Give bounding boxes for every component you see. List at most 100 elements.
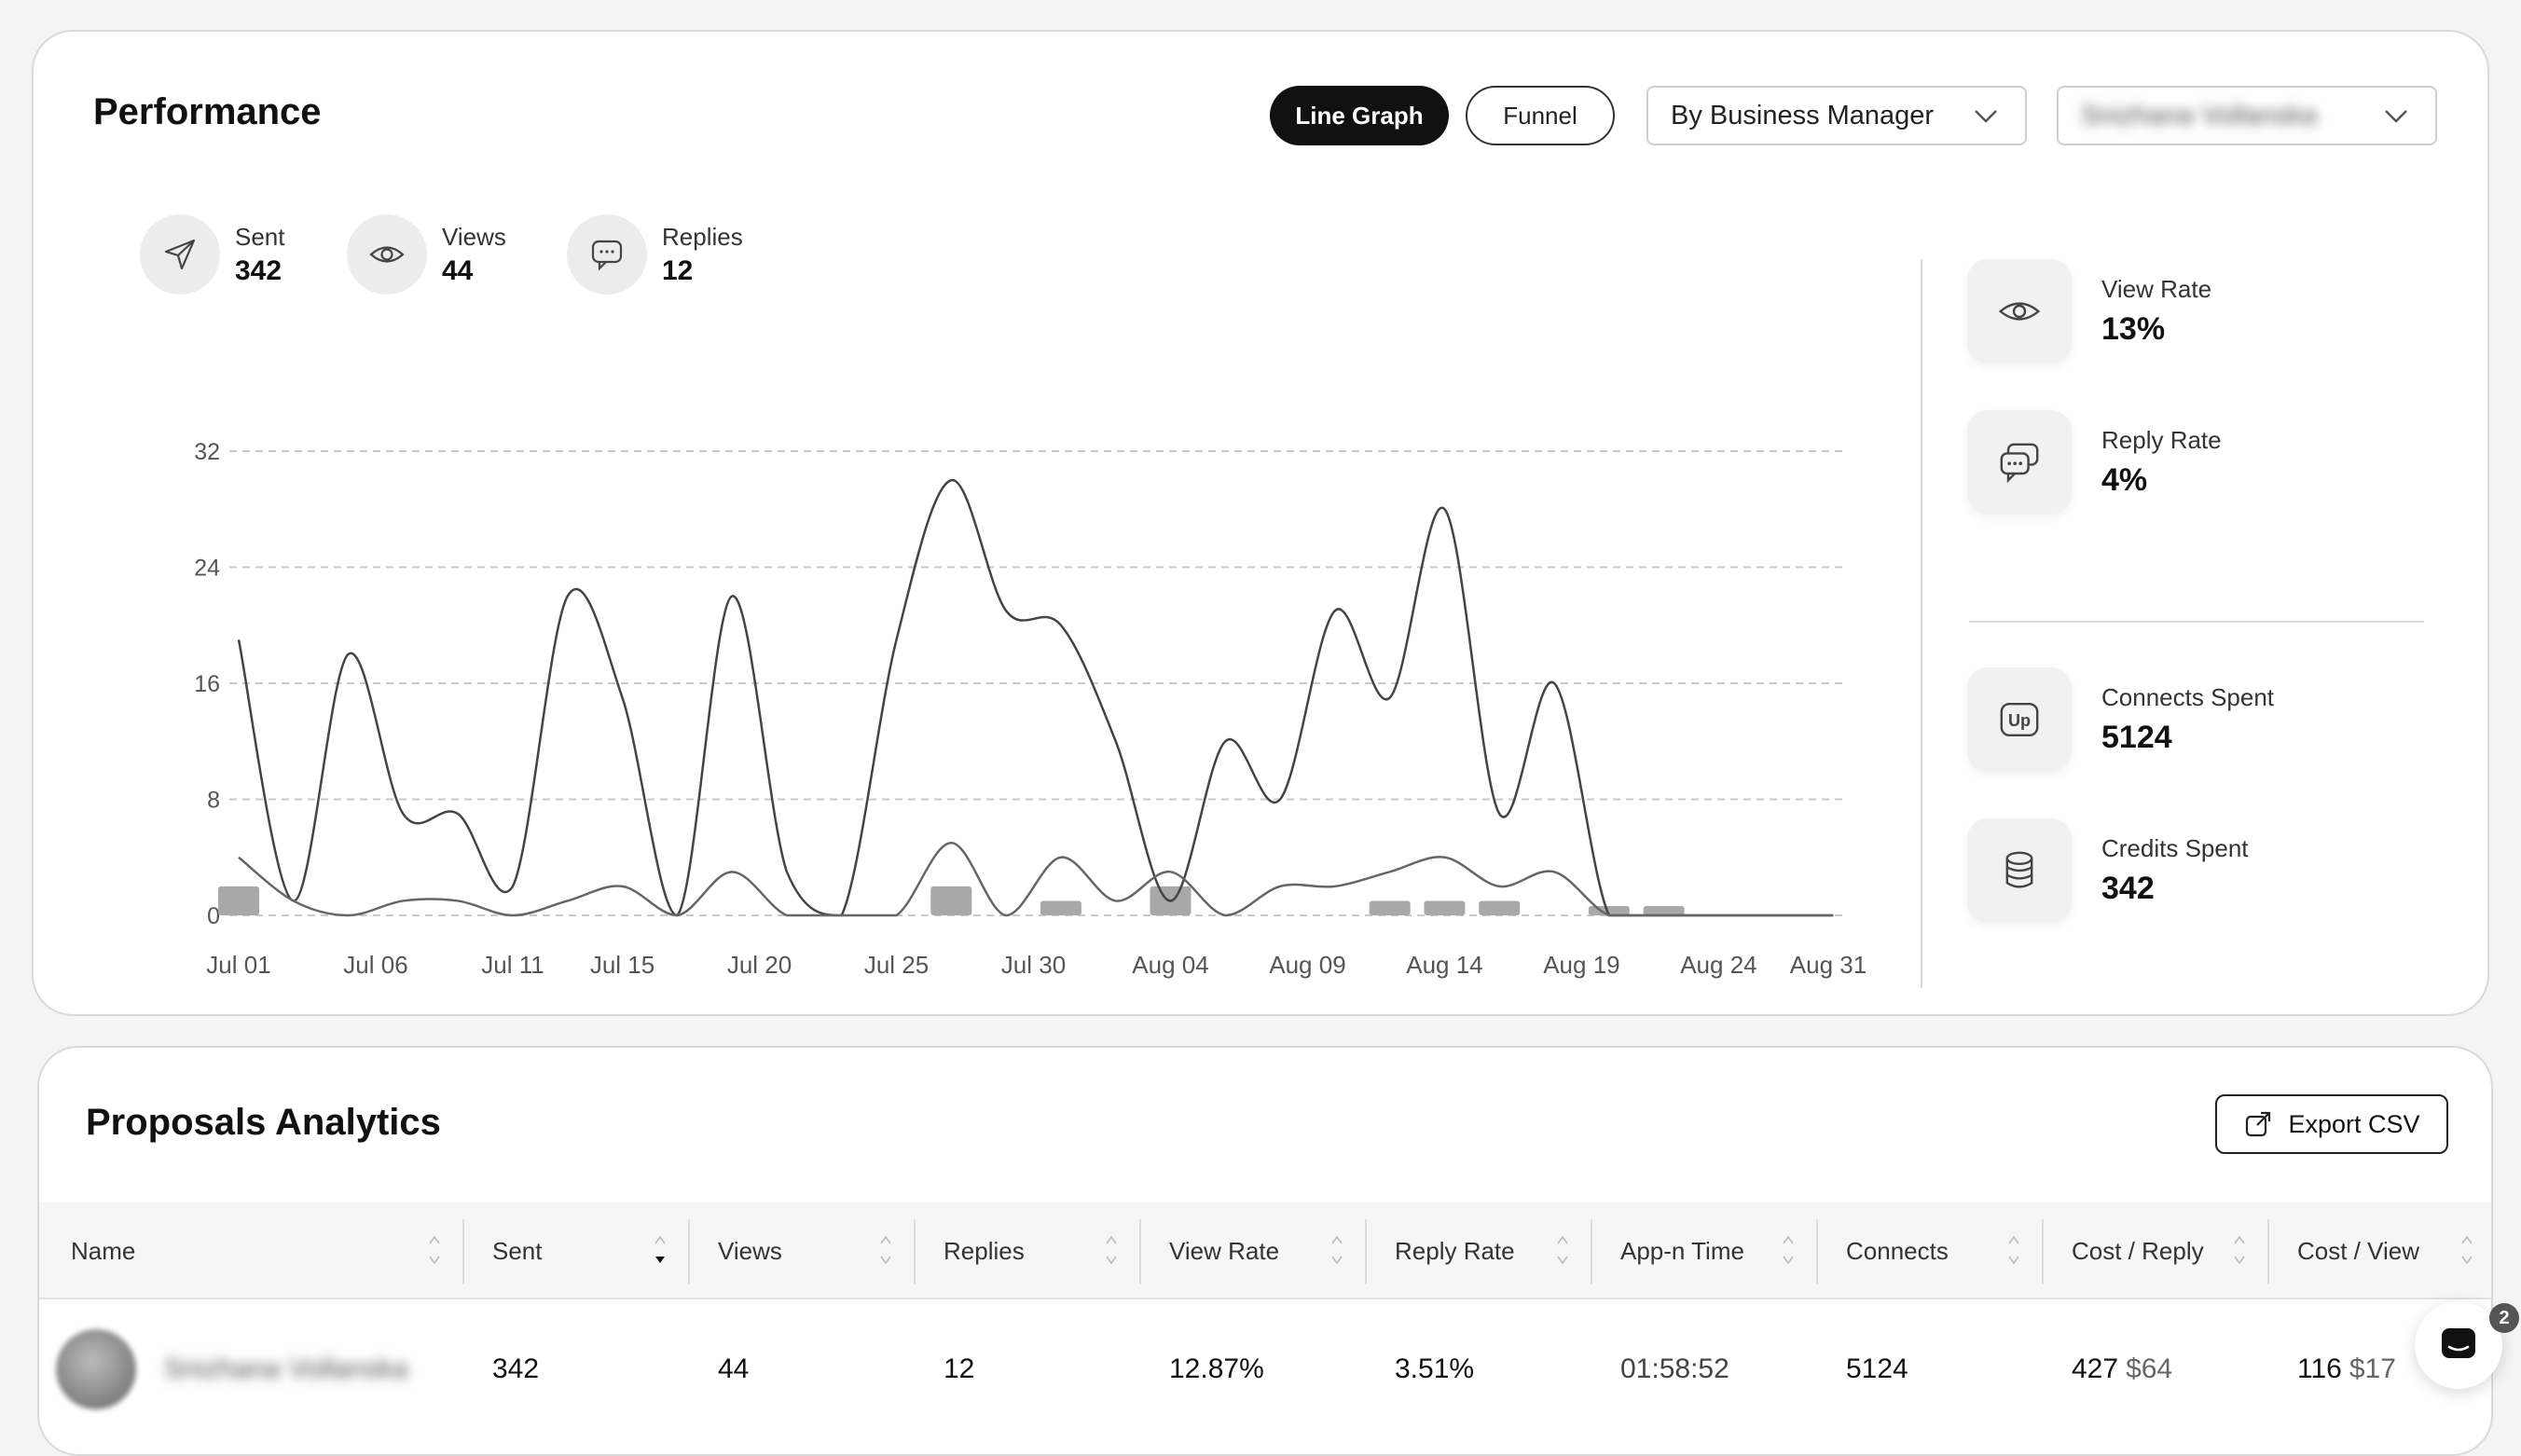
side-stat-label: Reply Rate bbox=[2101, 426, 2222, 454]
coins-icon bbox=[1967, 818, 2072, 923]
chat-bubbles-icon bbox=[1967, 410, 2072, 515]
performance-line-chart: 0 8 16 24 32 Jul 01 Jul 06 Jul 11 Jul 15 Jul 20 Ju… bbox=[194, 439, 1867, 979]
cell-value: 3.51% bbox=[1395, 1353, 1475, 1384]
table-cell-connects: 5124 bbox=[1816, 1299, 1908, 1439]
eye-icon bbox=[347, 214, 427, 295]
group-by-value: By Business Manager bbox=[1671, 100, 1935, 130]
table-cell-sent: 342 bbox=[462, 1299, 539, 1439]
table-cell-app-time: 01:58:52 bbox=[1591, 1299, 1729, 1439]
column-header[interactable]: App-n Time bbox=[1591, 1202, 1816, 1299]
x-tick-label: Aug 04 bbox=[1132, 951, 1208, 979]
y-tick-label: 32 bbox=[194, 439, 220, 465]
row-name: Snizhana Vollanska bbox=[164, 1353, 408, 1384]
notification-badge: 2 bbox=[2489, 1303, 2519, 1333]
manager-select[interactable]: Snizhana Vollanska bbox=[2057, 86, 2437, 145]
sort-icon[interactable] bbox=[1104, 1234, 1119, 1268]
sort-icon[interactable] bbox=[2232, 1234, 2247, 1268]
chat-icon bbox=[2442, 1328, 2475, 1358]
bar bbox=[930, 886, 972, 915]
column-header-label: Connects bbox=[1846, 1236, 1949, 1265]
column-header[interactable]: Replies bbox=[914, 1202, 1139, 1299]
column-header-label: Reply Rate bbox=[1395, 1236, 1515, 1265]
cell-value: 12 bbox=[944, 1353, 975, 1384]
sort-icon[interactable] bbox=[427, 1234, 442, 1268]
stat-value: 342 bbox=[235, 254, 282, 286]
side-stat-view-rate: View Rate 13% bbox=[1967, 259, 2211, 364]
column-header[interactable]: Cost / View bbox=[2267, 1202, 2491, 1299]
send-icon bbox=[140, 214, 220, 295]
avatar bbox=[56, 1329, 136, 1409]
column-separator bbox=[1365, 1219, 1367, 1284]
column-header-label: App-n Time bbox=[1620, 1236, 1744, 1265]
x-tick-label: Jul 25 bbox=[864, 951, 929, 979]
export-csv-button[interactable]: Export CSV bbox=[2215, 1094, 2448, 1154]
column-header[interactable]: Views bbox=[688, 1202, 914, 1299]
series-line bbox=[238, 841, 1834, 917]
chevron-down-icon bbox=[1975, 110, 1997, 123]
funnel-toggle[interactable]: Funnel bbox=[1466, 86, 1615, 145]
x-tick-label: Jul 15 bbox=[590, 951, 654, 979]
side-stat-label: View Rate bbox=[2101, 275, 2212, 303]
sort-icon[interactable] bbox=[1329, 1234, 1344, 1268]
sort-icon[interactable] bbox=[878, 1234, 893, 1268]
column-separator bbox=[1816, 1219, 1818, 1284]
x-tick-label: Jul 01 bbox=[206, 951, 270, 979]
sort-icon[interactable] bbox=[653, 1234, 668, 1268]
x-tick-label: Jul 30 bbox=[1001, 951, 1066, 979]
column-header-label: Sent bbox=[492, 1236, 543, 1265]
column-header-label: Replies bbox=[944, 1236, 1025, 1265]
stat-value: 44 bbox=[442, 254, 474, 286]
side-stat-reply-rate: Reply Rate 4% bbox=[1967, 410, 2222, 515]
cell-value: 116 bbox=[2297, 1353, 2342, 1384]
column-header[interactable]: Sent bbox=[462, 1202, 688, 1299]
y-tick-label: 24 bbox=[194, 556, 220, 582]
column-header[interactable]: Reply Rate bbox=[1365, 1202, 1591, 1299]
cell-value: 01:58:52 bbox=[1620, 1353, 1729, 1384]
x-tick-label: Aug 14 bbox=[1406, 951, 1482, 979]
chevron-down-icon bbox=[2385, 110, 2407, 123]
line-graph-toggle[interactable]: Line Graph bbox=[1270, 86, 1449, 145]
x-tick-label: Jul 06 bbox=[343, 951, 407, 979]
column-header[interactable]: View Rate bbox=[1139, 1202, 1365, 1299]
performance-card: Performance Line Graph Funnel By Busines… bbox=[32, 30, 2489, 1016]
x-tick-label: Aug 31 bbox=[1790, 951, 1867, 979]
export-csv-label: Export CSV bbox=[2288, 1109, 2420, 1138]
side-stat-value: 13% bbox=[2101, 311, 2166, 347]
bar bbox=[1369, 900, 1411, 915]
performance-title: Performance bbox=[93, 91, 322, 132]
bar bbox=[218, 886, 259, 915]
y-tick-label: 8 bbox=[207, 788, 220, 814]
column-header[interactable]: Cost / Reply bbox=[2042, 1202, 2267, 1299]
stat-label: Sent bbox=[235, 222, 285, 251]
table-cell-cost-view: 116 $17 bbox=[2267, 1299, 2396, 1439]
side-stat-connects: Up Connects Spent 5124 bbox=[1967, 667, 2274, 772]
table-cell-cost-reply: 427 $64 bbox=[2042, 1299, 2172, 1439]
sort-icon[interactable] bbox=[2006, 1234, 2021, 1268]
column-header[interactable]: Name bbox=[39, 1202, 462, 1299]
stat-label: Views bbox=[442, 222, 506, 251]
x-tick-label: Jul 20 bbox=[727, 951, 792, 979]
bar bbox=[1479, 900, 1521, 915]
sort-icon[interactable] bbox=[1781, 1234, 1796, 1268]
chat-widget-button[interactable] bbox=[2415, 1301, 2502, 1389]
cell-value: 427 bbox=[2072, 1353, 2119, 1384]
column-separator bbox=[1591, 1219, 1592, 1284]
group-by-select[interactable]: By Business Manager bbox=[1646, 86, 2027, 145]
column-header-label: View Rate bbox=[1169, 1236, 1280, 1265]
y-tick-label: 0 bbox=[207, 903, 220, 929]
proposals-title: Proposals Analytics bbox=[86, 1102, 441, 1143]
stat-views: Views 44 bbox=[347, 214, 506, 295]
column-header[interactable]: Connects bbox=[1816, 1202, 2042, 1299]
side-stat-value: 342 bbox=[2101, 871, 2155, 906]
cell-usd-value: $64 bbox=[2126, 1353, 2173, 1384]
upwork-icon: Up bbox=[1967, 667, 2072, 772]
cell-value: 5124 bbox=[1846, 1353, 1908, 1384]
sort-icon[interactable] bbox=[2459, 1234, 2474, 1268]
side-stat-credits: Credits Spent 342 bbox=[1967, 818, 2249, 923]
cell-value: 12.87% bbox=[1169, 1353, 1264, 1384]
bar bbox=[1643, 906, 1685, 915]
side-stat-value: 4% bbox=[2101, 462, 2148, 498]
svg-text:Up: Up bbox=[2008, 711, 2031, 730]
sort-icon[interactable] bbox=[1555, 1234, 1570, 1268]
column-header-label: Views bbox=[718, 1236, 782, 1265]
